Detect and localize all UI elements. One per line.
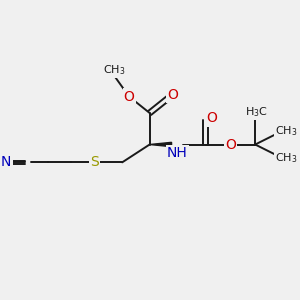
Text: O: O	[124, 89, 134, 103]
Text: H$_3$C: H$_3$C	[245, 105, 268, 119]
Polygon shape	[150, 142, 172, 147]
Text: O: O	[225, 137, 236, 152]
Text: S: S	[90, 155, 99, 169]
Text: O: O	[206, 112, 217, 125]
Text: N: N	[1, 155, 11, 169]
Text: CH$_3$: CH$_3$	[103, 63, 125, 76]
Text: NH: NH	[167, 146, 188, 160]
Text: CH$_3$: CH$_3$	[275, 124, 298, 138]
Text: CH$_3$: CH$_3$	[275, 151, 298, 165]
Text: O: O	[167, 88, 178, 102]
